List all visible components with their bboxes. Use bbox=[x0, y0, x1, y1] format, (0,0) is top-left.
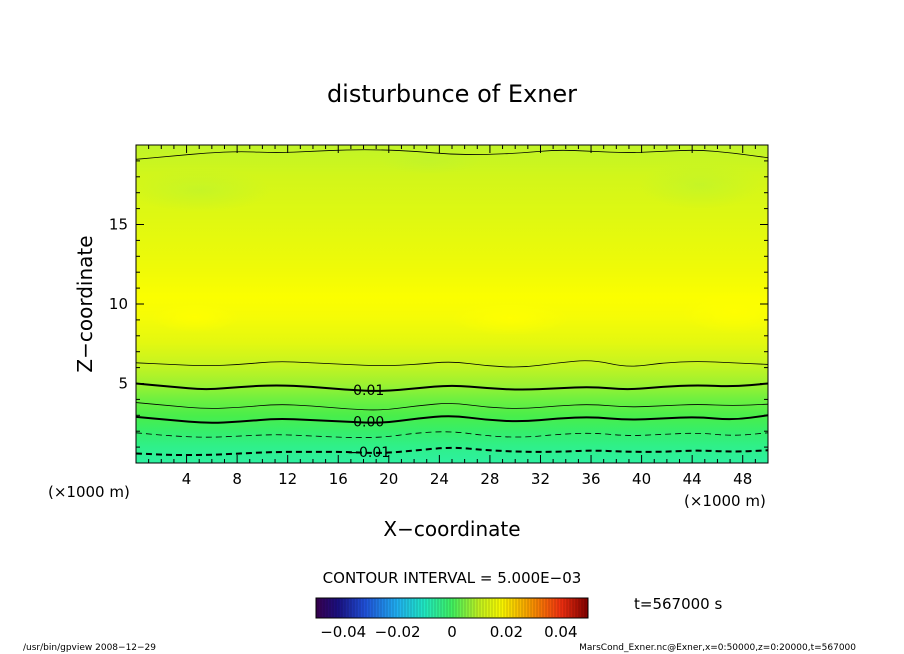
x-tick-label: 16 bbox=[329, 470, 348, 488]
time-label: t=567000 s bbox=[634, 595, 722, 613]
x-tick-labels: 4 8 12 16 20 24 28 32 36 40 44 48 bbox=[182, 470, 752, 488]
footer-right: MarsCond_Exner.nc@Exner,x=0:50000,z=0:20… bbox=[579, 643, 856, 653]
colorbar-tick-label: 0.02 bbox=[490, 623, 523, 641]
colorbar-tick-labels: −0.04 −0.02 0 0.02 0.04 bbox=[320, 623, 577, 641]
colorbar-tick-label: 0.04 bbox=[544, 623, 577, 641]
contour-line bbox=[136, 414, 768, 424]
x-tick-label: 24 bbox=[430, 470, 449, 488]
colorbar-tick-label: 0 bbox=[447, 623, 457, 641]
x-tick-label: 40 bbox=[632, 470, 651, 488]
y-tick-label: 10 bbox=[109, 295, 128, 313]
axis-ticks bbox=[136, 145, 768, 463]
y-tick-label: 5 bbox=[118, 375, 128, 393]
colorbar bbox=[315, 597, 589, 619]
x-tick-label: 36 bbox=[581, 470, 600, 488]
chart-title: disturbunce of Exner bbox=[327, 80, 577, 108]
y-tick-label: 15 bbox=[109, 216, 128, 234]
x-tick-label: 48 bbox=[733, 470, 752, 488]
contour-line bbox=[136, 446, 768, 457]
x-tick-label: 8 bbox=[232, 470, 242, 488]
x-unit-right: (×1000 m) bbox=[684, 492, 766, 510]
x-tick-label: 28 bbox=[480, 470, 499, 488]
colored-field bbox=[136, 145, 768, 463]
x-tick-label: 4 bbox=[182, 470, 192, 488]
x-unit-left: (×1000 m) bbox=[48, 483, 130, 501]
contour-line bbox=[136, 360, 768, 368]
footer-left: /usr/bin/gpview 2008−12−29 bbox=[23, 643, 156, 653]
contour-label: 0.01 bbox=[353, 383, 384, 399]
contour-line bbox=[136, 382, 768, 392]
colorbar-tick-label: −0.04 bbox=[320, 623, 366, 641]
x-tick-label: 12 bbox=[278, 470, 297, 488]
x-axis-label: X−coordinate bbox=[383, 517, 520, 541]
colorbar-tick-label: −0.02 bbox=[375, 623, 421, 641]
y-axis-label: Z−coordinate bbox=[73, 235, 97, 372]
x-tick-label: 32 bbox=[531, 470, 550, 488]
contour-line bbox=[136, 402, 768, 411]
contour-labels: 0.01 0.00 −0.01 bbox=[347, 383, 390, 461]
x-tick-label: 44 bbox=[683, 470, 702, 488]
x-tick-label: 20 bbox=[379, 470, 398, 488]
contour-lines bbox=[136, 149, 768, 457]
contour-label: 0.00 bbox=[353, 415, 384, 431]
contour-line bbox=[136, 431, 768, 438]
y-tick-labels: 5 10 15 bbox=[109, 216, 128, 393]
contour-interval-label: CONTOUR INTERVAL = 5.000E−03 bbox=[323, 569, 582, 587]
contour-line bbox=[136, 149, 768, 160]
contour-label: −0.01 bbox=[347, 445, 390, 461]
